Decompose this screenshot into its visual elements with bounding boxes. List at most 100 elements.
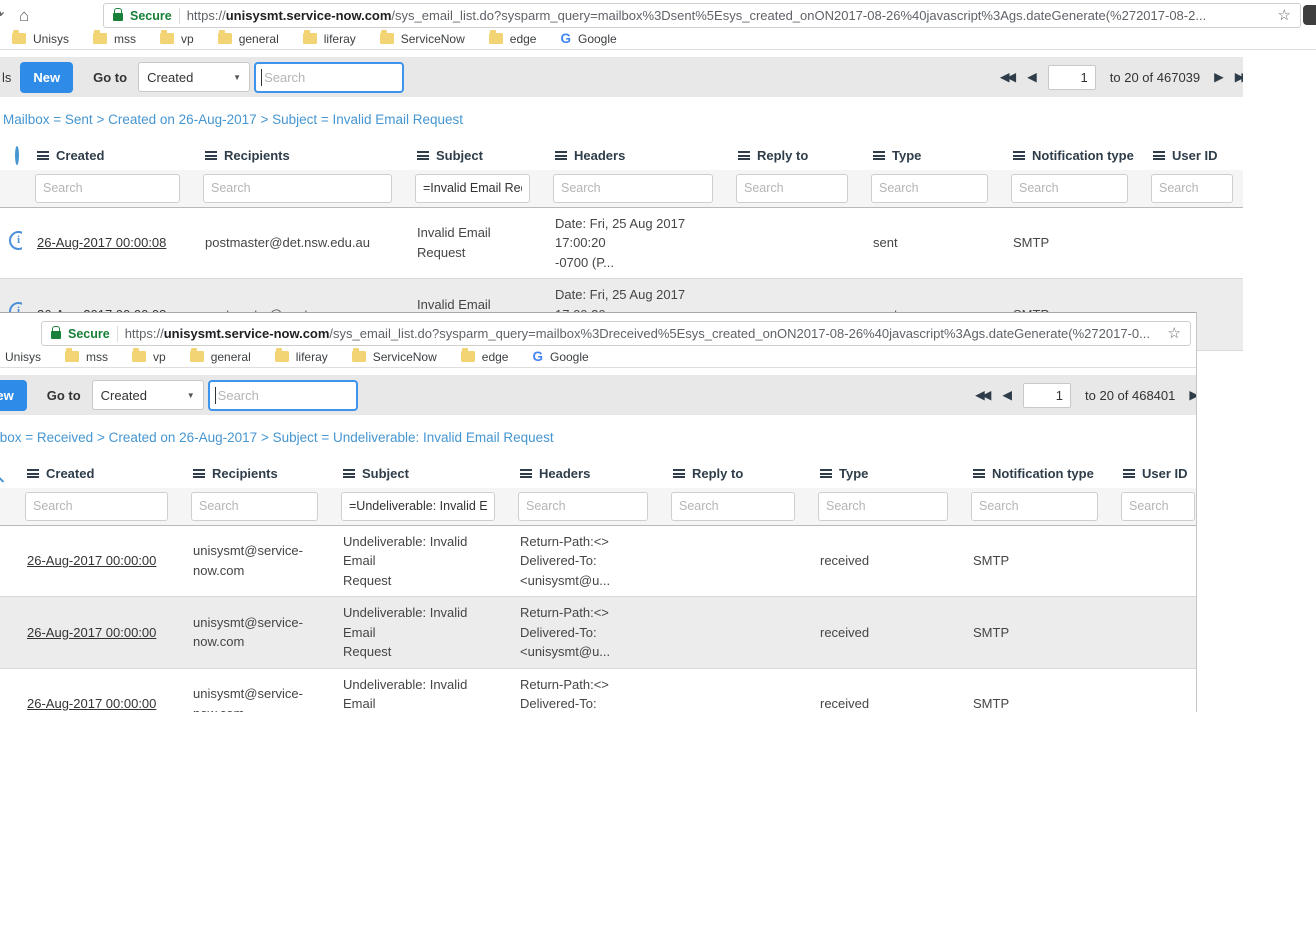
page-number-input[interactable] bbox=[1023, 382, 1072, 408]
prev-page-icon[interactable] bbox=[1027, 71, 1034, 84]
home-icon[interactable] bbox=[19, 7, 37, 24]
bookmark-star-icon[interactable] bbox=[1168, 326, 1181, 341]
bookmark-star-icon[interactable] bbox=[1278, 8, 1291, 23]
bookmark-item-google[interactable]: G Google bbox=[532, 349, 588, 364]
hamburger-icon[interactable] bbox=[27, 468, 39, 478]
url-text[interactable]: https://unisysmt.service-now.com/sys_ema… bbox=[187, 8, 1271, 23]
hamburger-icon[interactable] bbox=[205, 150, 217, 160]
filter-input-recipients[interactable] bbox=[191, 491, 318, 521]
filter-input-user-id[interactable] bbox=[1121, 491, 1195, 521]
first-page-icon[interactable] bbox=[1000, 71, 1013, 84]
breadcrumb-mailbox[interactable]: Mailbox = Sent bbox=[3, 112, 93, 127]
filter-input-reply-to[interactable] bbox=[736, 173, 848, 203]
hamburger-icon[interactable] bbox=[1123, 468, 1135, 478]
hamburger-icon[interactable] bbox=[417, 150, 429, 160]
filter-input-notification-type[interactable] bbox=[971, 491, 1098, 521]
hamburger-icon[interactable] bbox=[1013, 150, 1025, 160]
filter-input-subject[interactable] bbox=[415, 173, 530, 203]
record-link[interactable]: 26-Aug-2017 00:00:00 bbox=[27, 696, 157, 711]
column-header-recipients[interactable]: Recipients bbox=[178, 458, 328, 488]
record-link[interactable]: 26-Aug-2017 00:00:00 bbox=[27, 624, 157, 640]
breadcrumb-created[interactable]: Created on 26-Aug-2017 bbox=[108, 112, 257, 127]
omnibox[interactable]: Secure https://unisysmt.service-now.com/… bbox=[103, 3, 1301, 28]
record-link[interactable]: 26-Aug-2017 00:00:00 bbox=[27, 553, 157, 568]
column-header-reply-to[interactable]: Reply to bbox=[658, 458, 805, 488]
filter-input-type[interactable] bbox=[818, 491, 948, 521]
hamburger-icon[interactable] bbox=[520, 468, 532, 478]
filter-input-notification-type[interactable] bbox=[1011, 173, 1128, 203]
toolbar-search-input[interactable] bbox=[254, 61, 405, 93]
column-header-notification-type[interactable]: Notification type bbox=[958, 458, 1108, 488]
next-page-icon[interactable] bbox=[1214, 71, 1221, 84]
filter-input-recipients[interactable] bbox=[203, 173, 392, 203]
bookmark-item[interactable]: edge bbox=[460, 348, 508, 364]
hamburger-icon[interactable] bbox=[1153, 150, 1165, 160]
bookmark-item[interactable]: general bbox=[217, 30, 279, 46]
filter-input-user-id[interactable] bbox=[1151, 173, 1233, 203]
breadcrumb-created[interactable]: Created on 26-Aug-2017 bbox=[108, 430, 258, 445]
bookmark-item[interactable]: general bbox=[189, 348, 251, 364]
bookmark-item[interactable]: Unisys bbox=[0, 350, 41, 364]
reload-icon[interactable] bbox=[0, 8, 7, 24]
info-icon[interactable] bbox=[9, 230, 22, 250]
filter-input-created[interactable] bbox=[35, 173, 180, 203]
bookmark-item[interactable]: vp bbox=[160, 30, 194, 46]
prev-page-icon[interactable] bbox=[1002, 389, 1009, 402]
filter-input-headers[interactable] bbox=[553, 173, 713, 203]
hamburger-icon[interactable] bbox=[37, 150, 49, 160]
bookmark-item[interactable]: ServiceNow bbox=[379, 30, 465, 46]
url-text[interactable]: https://unisysmt.service-now.com/sys_ema… bbox=[125, 326, 1161, 341]
home-icon[interactable] bbox=[0, 325, 9, 342]
bookmark-item[interactable]: ServiceNow bbox=[351, 348, 437, 364]
filter-input-reply-to[interactable] bbox=[671, 491, 795, 521]
filter-input-headers[interactable] bbox=[518, 491, 648, 521]
hamburger-icon[interactable] bbox=[343, 468, 355, 478]
goto-field-select[interactable]: Created bbox=[91, 380, 204, 410]
next-page-icon[interactable] bbox=[1189, 389, 1196, 402]
bookmark-item[interactable]: edge bbox=[488, 30, 536, 46]
column-header-created[interactable]: Created bbox=[12, 458, 178, 488]
bookmark-item[interactable]: liferay bbox=[302, 30, 356, 46]
new-button[interactable]: New bbox=[0, 379, 27, 411]
bookmark-item-google[interactable]: G Google bbox=[560, 31, 616, 46]
column-header-user-id[interactable]: User ID bbox=[1138, 140, 1243, 170]
filter-input-type[interactable] bbox=[871, 173, 988, 203]
first-page-icon[interactable] bbox=[975, 389, 988, 402]
column-header-subject[interactable]: Subject bbox=[402, 140, 540, 170]
toolbar-search-input[interactable] bbox=[207, 379, 358, 411]
last-page-icon[interactable] bbox=[1235, 71, 1243, 84]
hamburger-icon[interactable] bbox=[193, 468, 205, 478]
column-header-created[interactable]: Created bbox=[22, 140, 190, 170]
search-icon[interactable] bbox=[15, 145, 19, 165]
record-link[interactable]: 26-Aug-2017 00:00:08 bbox=[37, 235, 167, 250]
breadcrumb-mailbox[interactable]: Mailbox = Received bbox=[0, 430, 94, 445]
new-button[interactable]: New bbox=[20, 61, 74, 93]
column-header-subject[interactable]: Subject bbox=[328, 458, 505, 488]
column-header-headers[interactable]: Headers bbox=[505, 458, 658, 488]
column-header-headers[interactable]: Headers bbox=[540, 140, 723, 170]
bookmark-item[interactable]: Unisys bbox=[12, 30, 69, 46]
bookmark-item[interactable]: mss bbox=[93, 30, 136, 46]
filter-input-subject[interactable] bbox=[341, 491, 495, 521]
hamburger-icon[interactable] bbox=[555, 150, 567, 160]
hamburger-icon[interactable] bbox=[820, 468, 832, 478]
goto-field-select[interactable]: Created bbox=[138, 62, 251, 92]
column-header-recipients[interactable]: Recipients bbox=[190, 140, 402, 170]
breadcrumb-subject[interactable]: Subject = Undeliverable: Invalid Email R… bbox=[272, 430, 554, 445]
column-header-notification-type[interactable]: Notification type bbox=[998, 140, 1138, 170]
bookmark-item[interactable]: vp bbox=[132, 348, 166, 364]
hamburger-icon[interactable] bbox=[973, 468, 985, 478]
column-header-type[interactable]: Type bbox=[805, 458, 958, 488]
hamburger-icon[interactable] bbox=[673, 468, 685, 478]
hamburger-icon[interactable] bbox=[873, 150, 885, 160]
hamburger-icon[interactable] bbox=[738, 150, 750, 160]
filter-input-created[interactable] bbox=[25, 491, 168, 521]
extension-icon[interactable] bbox=[1303, 5, 1316, 25]
omnibox[interactable]: Secure https://unisysmt.service-now.com/… bbox=[41, 321, 1191, 346]
breadcrumb-subject[interactable]: Subject = Invalid Email Request bbox=[272, 112, 464, 127]
bookmark-item[interactable]: liferay bbox=[274, 348, 328, 364]
bookmark-item[interactable]: mss bbox=[65, 348, 108, 364]
column-header-reply-to[interactable]: Reply to bbox=[723, 140, 858, 170]
column-header-type[interactable]: Type bbox=[858, 140, 998, 170]
column-header-user-id[interactable]: User ID bbox=[1108, 458, 1196, 488]
